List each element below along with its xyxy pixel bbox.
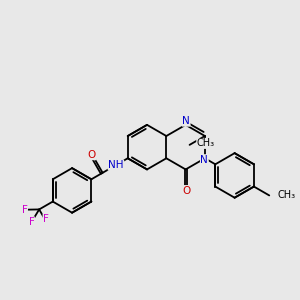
Text: F: F bbox=[22, 205, 27, 215]
Text: F: F bbox=[28, 217, 34, 227]
Text: O: O bbox=[182, 186, 190, 196]
Text: O: O bbox=[88, 150, 96, 160]
Text: F: F bbox=[43, 214, 49, 224]
Text: NH: NH bbox=[108, 160, 124, 170]
Text: CH₃: CH₃ bbox=[278, 190, 296, 200]
Text: N: N bbox=[182, 116, 190, 126]
Text: N: N bbox=[200, 155, 208, 165]
Text: CH₃: CH₃ bbox=[197, 138, 215, 148]
